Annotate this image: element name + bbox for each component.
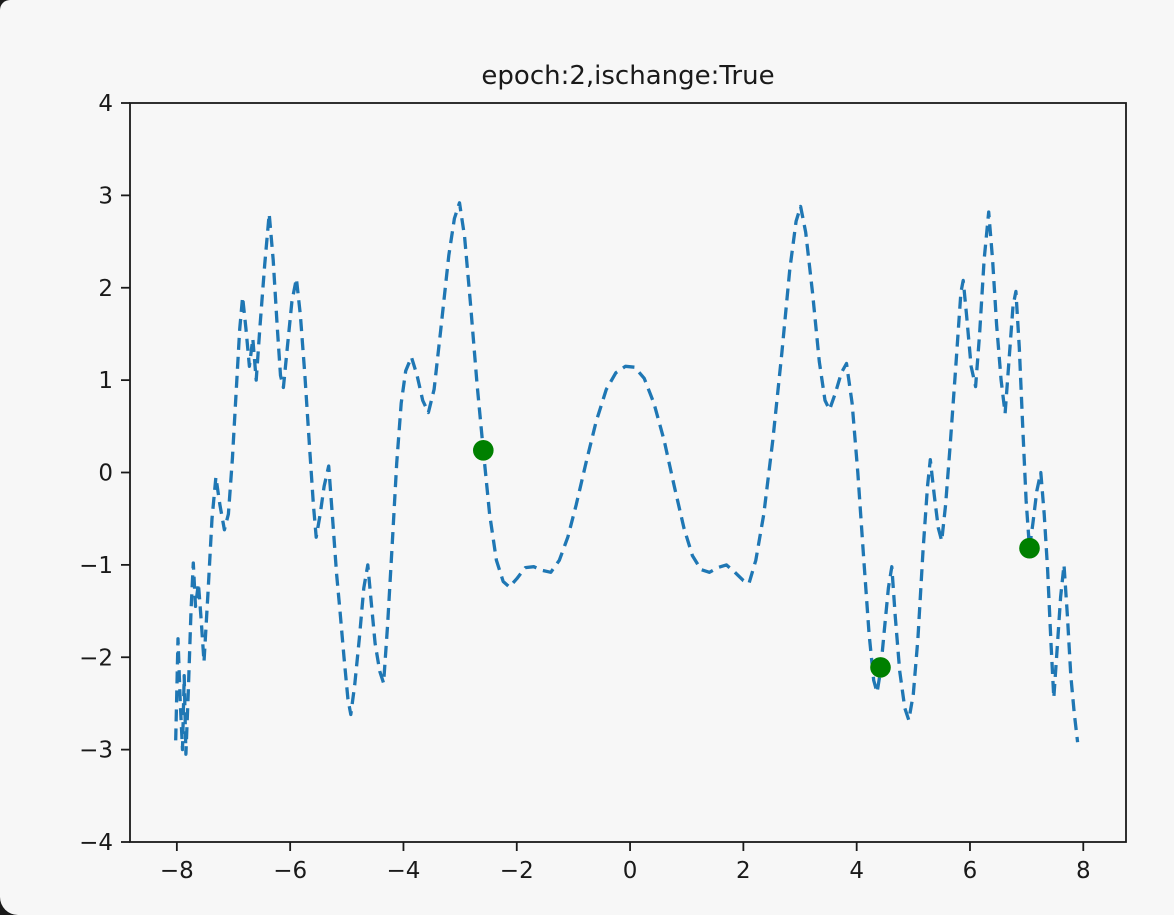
x-tick-label: 8 [1076, 858, 1091, 884]
y-tick-label: 1 [98, 368, 113, 394]
sample-point-marker [870, 657, 891, 678]
x-tick-label: 0 [623, 858, 638, 884]
prediction-curve-group [174, 201, 1080, 756]
sample-point-marker [1019, 537, 1040, 559]
y-tick-label: −4 [79, 830, 113, 856]
y-tick-label: −1 [79, 553, 113, 579]
x-tick-label: 6 [963, 858, 978, 884]
sample-point-markers [473, 440, 1040, 678]
x-tick-label: 2 [736, 858, 751, 884]
x-axis-ticks: −8 −6 −4 −2 0 2 4 6 8 [160, 842, 1091, 884]
y-tick-label: 0 [98, 461, 113, 487]
y-axis-ticks: −4 −3 −2 −1 0 1 2 3 4 [79, 91, 130, 856]
x-tick-label: −8 [160, 858, 194, 884]
x-tick-label: −4 [387, 858, 421, 884]
plot-area-frame [129, 102, 1127, 843]
y-tick-label: 2 [98, 276, 113, 302]
prediction-curve [174, 201, 1080, 756]
y-tick-label: −2 [79, 645, 113, 671]
y-tick-label: 3 [98, 183, 113, 209]
x-tick-label: −6 [273, 858, 307, 884]
x-tick-label: 4 [849, 858, 864, 884]
sample-point-marker [473, 440, 494, 461]
chart-title: epoch:2,ischange:True [481, 61, 774, 91]
x-tick-label: −2 [500, 858, 534, 884]
y-tick-label: 4 [98, 91, 113, 117]
y-tick-label: −3 [79, 738, 113, 764]
